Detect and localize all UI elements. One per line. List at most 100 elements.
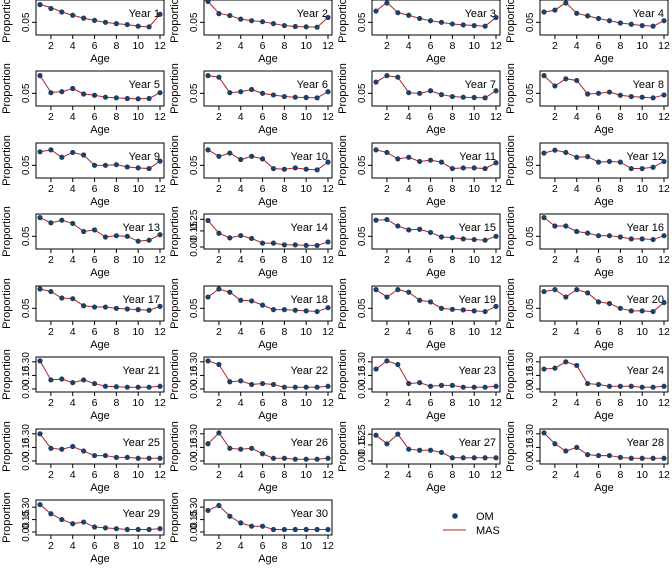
x-tick-label: 4 bbox=[406, 254, 412, 266]
x-tick-label: 12 bbox=[322, 469, 334, 481]
x-tick-label: 10 bbox=[132, 111, 144, 123]
data-point-om bbox=[113, 454, 119, 460]
y-tick-label: 0.15 bbox=[21, 365, 32, 385]
y-tick-label: 0.30 bbox=[357, 352, 368, 372]
x-tick-label: 4 bbox=[70, 397, 76, 409]
x-axis-label: Age bbox=[90, 124, 110, 136]
x-tick-label: 2 bbox=[48, 397, 54, 409]
data-point-om bbox=[449, 165, 455, 172]
data-point-om bbox=[574, 154, 580, 160]
x-tick-label: 4 bbox=[238, 326, 244, 338]
y-tick-label: 0.05 bbox=[21, 12, 32, 32]
data-point-om bbox=[102, 304, 109, 310]
data-point-om bbox=[449, 21, 455, 27]
data-point-om bbox=[59, 217, 65, 223]
x-axis-label: Age bbox=[594, 196, 614, 208]
y-axis-label: Proportion bbox=[169, 0, 181, 43]
data-point-om bbox=[70, 443, 76, 450]
data-point-om bbox=[157, 455, 163, 461]
panel-year-7: 2 4 6 8 10 12 Age 0.05 Proportion Year 7 bbox=[337, 63, 502, 136]
data-point-om bbox=[238, 297, 244, 303]
data-point-om bbox=[661, 18, 667, 24]
x-tick-label: 12 bbox=[490, 397, 502, 409]
data-point-om bbox=[314, 95, 320, 101]
data-point-om bbox=[482, 455, 488, 461]
data-point-om bbox=[146, 526, 152, 533]
x-tick-label: 8 bbox=[113, 326, 119, 338]
data-point-om bbox=[59, 154, 65, 160]
x-axis-label: Age bbox=[426, 196, 446, 208]
x-tick-label: 2 bbox=[216, 540, 222, 552]
x-tick-label: 8 bbox=[113, 254, 119, 266]
data-point-om bbox=[124, 233, 130, 239]
y-tick-label: 0.00 bbox=[525, 451, 536, 471]
data-point-om bbox=[102, 94, 109, 100]
x-tick-label: 2 bbox=[216, 397, 222, 409]
panel-title: Year 3 bbox=[465, 8, 496, 20]
y-axis-label: Proportion bbox=[169, 492, 181, 543]
data-point-om bbox=[606, 18, 613, 24]
x-tick-label: 6 bbox=[596, 326, 602, 338]
x-tick-label: 6 bbox=[260, 40, 266, 52]
x-axis-label: Age bbox=[594, 124, 614, 136]
x-tick-label: 4 bbox=[238, 254, 244, 266]
data-point-om bbox=[227, 379, 233, 385]
data-point-om bbox=[482, 237, 488, 243]
data-point-om bbox=[259, 156, 266, 162]
panel-title: Year 19 bbox=[458, 294, 496, 306]
data-point-om bbox=[81, 15, 87, 21]
data-point-om bbox=[325, 526, 331, 533]
data-point-om bbox=[135, 384, 141, 390]
y-tick-label: 0.00 bbox=[189, 237, 200, 257]
data-point-om bbox=[259, 380, 266, 387]
x-tick-label: 6 bbox=[596, 469, 602, 481]
data-point-om bbox=[563, 223, 569, 229]
y-tick-label: 0.05 bbox=[189, 12, 200, 32]
x-axis-label: Age bbox=[426, 339, 446, 351]
data-point-om bbox=[650, 384, 656, 390]
data-point-om bbox=[59, 446, 65, 452]
x-tick-label: 6 bbox=[596, 183, 602, 195]
data-point-om bbox=[471, 165, 477, 171]
x-tick-label: 2 bbox=[48, 540, 54, 552]
data-point-om bbox=[373, 79, 379, 85]
y-axis-label: Proportion bbox=[1, 63, 13, 114]
data-point-om bbox=[541, 73, 547, 79]
data-point-om bbox=[37, 215, 43, 221]
data-point-om bbox=[585, 91, 591, 97]
x-tick-label: 4 bbox=[238, 540, 244, 552]
data-point-om bbox=[205, 294, 211, 300]
y-axis-label: Proportion bbox=[337, 0, 349, 43]
data-point-om bbox=[157, 11, 163, 17]
data-point-om bbox=[661, 299, 667, 306]
plot-frame bbox=[35, 499, 165, 536]
x-axis-label: Age bbox=[90, 553, 110, 565]
data-point-om bbox=[417, 447, 423, 453]
x-tick-label: 12 bbox=[658, 326, 670, 338]
x-tick-label: 12 bbox=[154, 183, 166, 195]
data-point-om bbox=[552, 365, 558, 371]
data-point-om bbox=[146, 307, 152, 313]
plot-frame bbox=[203, 428, 333, 465]
x-axis-label: Age bbox=[90, 339, 110, 351]
data-point-om bbox=[146, 24, 152, 30]
panel-year-16: 2 4 6 8 10 12 Age 0.05 Proportion Year 16 bbox=[505, 206, 670, 279]
x-tick-label: 4 bbox=[406, 469, 412, 481]
x-tick-label: 8 bbox=[449, 397, 455, 409]
y-axis-label: Proportion bbox=[505, 349, 517, 400]
panel-year-15: 2 4 6 8 10 12 Age 0.05 Proportion Year 15 bbox=[337, 206, 502, 279]
data-point-om bbox=[427, 18, 434, 24]
x-tick-label: 2 bbox=[552, 254, 558, 266]
panel-title: Year 16 bbox=[626, 222, 664, 234]
x-tick-label: 10 bbox=[300, 183, 312, 195]
data-point-om bbox=[384, 216, 390, 223]
x-tick-label: 4 bbox=[574, 469, 580, 481]
x-tick-label: 4 bbox=[406, 326, 412, 338]
data-point-om bbox=[281, 166, 287, 172]
x-tick-label: 8 bbox=[281, 111, 287, 123]
x-axis-label: Age bbox=[258, 482, 278, 494]
data-point-om bbox=[146, 455, 152, 461]
data-point-om bbox=[48, 220, 54, 226]
x-tick-label: 8 bbox=[113, 397, 119, 409]
x-tick-label: 2 bbox=[552, 183, 558, 195]
